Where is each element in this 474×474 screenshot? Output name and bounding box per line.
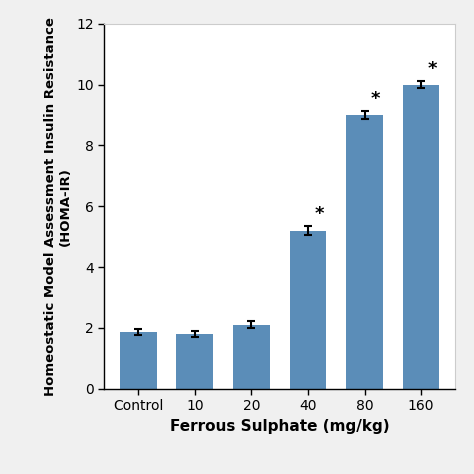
Text: *: * [315, 205, 324, 223]
Bar [233, 325, 270, 389]
Text: *: * [428, 60, 437, 78]
Text: *: * [371, 90, 381, 108]
Bar [403, 84, 439, 389]
Y-axis label: Homeostatic Model Assessment Insulin Resistance
(HOMA-IR): Homeostatic Model Assessment Insulin Res… [44, 17, 72, 396]
Bar [176, 334, 213, 389]
Bar [290, 230, 326, 389]
X-axis label: Ferrous Sulphate (mg/kg): Ferrous Sulphate (mg/kg) [170, 419, 390, 434]
Bar [120, 332, 156, 389]
Bar [346, 115, 383, 389]
